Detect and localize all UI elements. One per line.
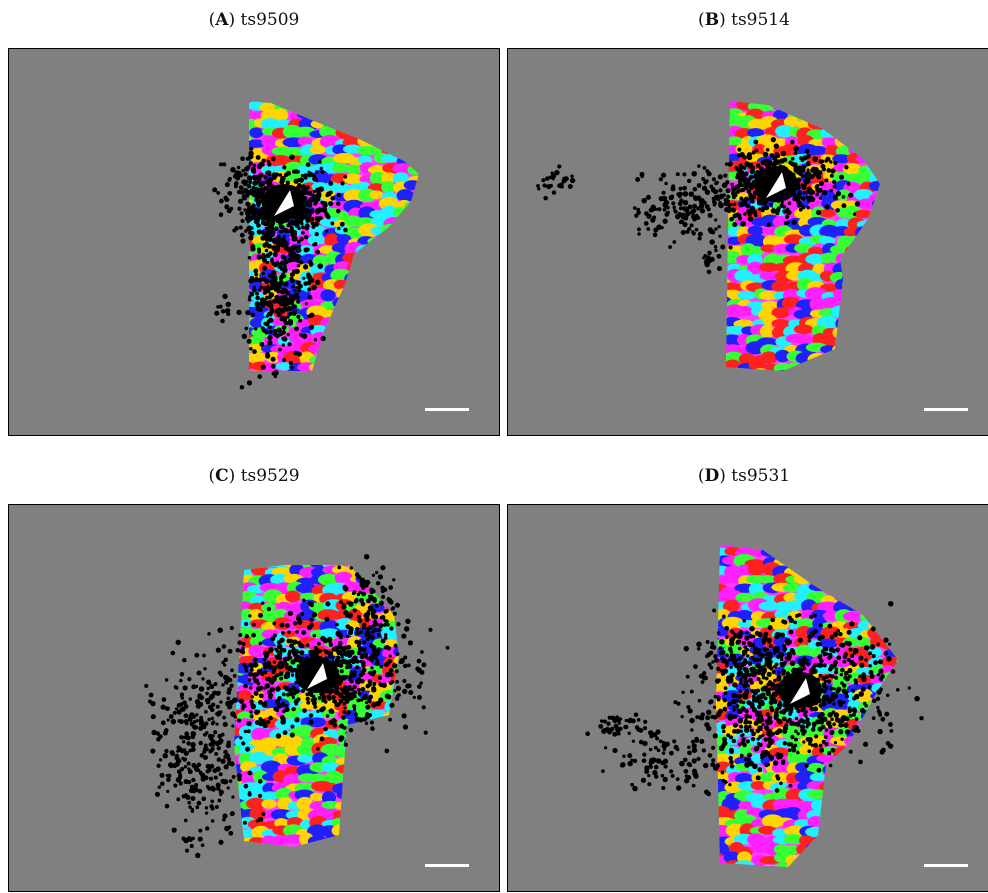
caption-d: (D) ts9531 (498, 466, 988, 486)
panel-d-image (507, 504, 988, 892)
caption-a: (A) ts9509 (8, 10, 500, 30)
orientation-map-b (508, 49, 988, 435)
orientation-map-region (186, 71, 441, 429)
orientation-map-region (186, 527, 440, 885)
caption-c: (C) ts9529 (8, 466, 500, 486)
panel-b-image (507, 48, 988, 436)
panel-a-image (8, 48, 500, 436)
scale-bar (924, 408, 968, 411)
panel-c-image (8, 504, 500, 892)
orientation-map-c (9, 505, 499, 891)
caption-b: (B) ts9514 (498, 10, 988, 30)
scale-bar (924, 864, 968, 867)
orientation-map-a (9, 49, 499, 435)
scale-bar (425, 864, 469, 867)
orientation-map-region (685, 72, 940, 430)
orientation-map-d (508, 505, 988, 891)
scale-bar (425, 408, 469, 411)
